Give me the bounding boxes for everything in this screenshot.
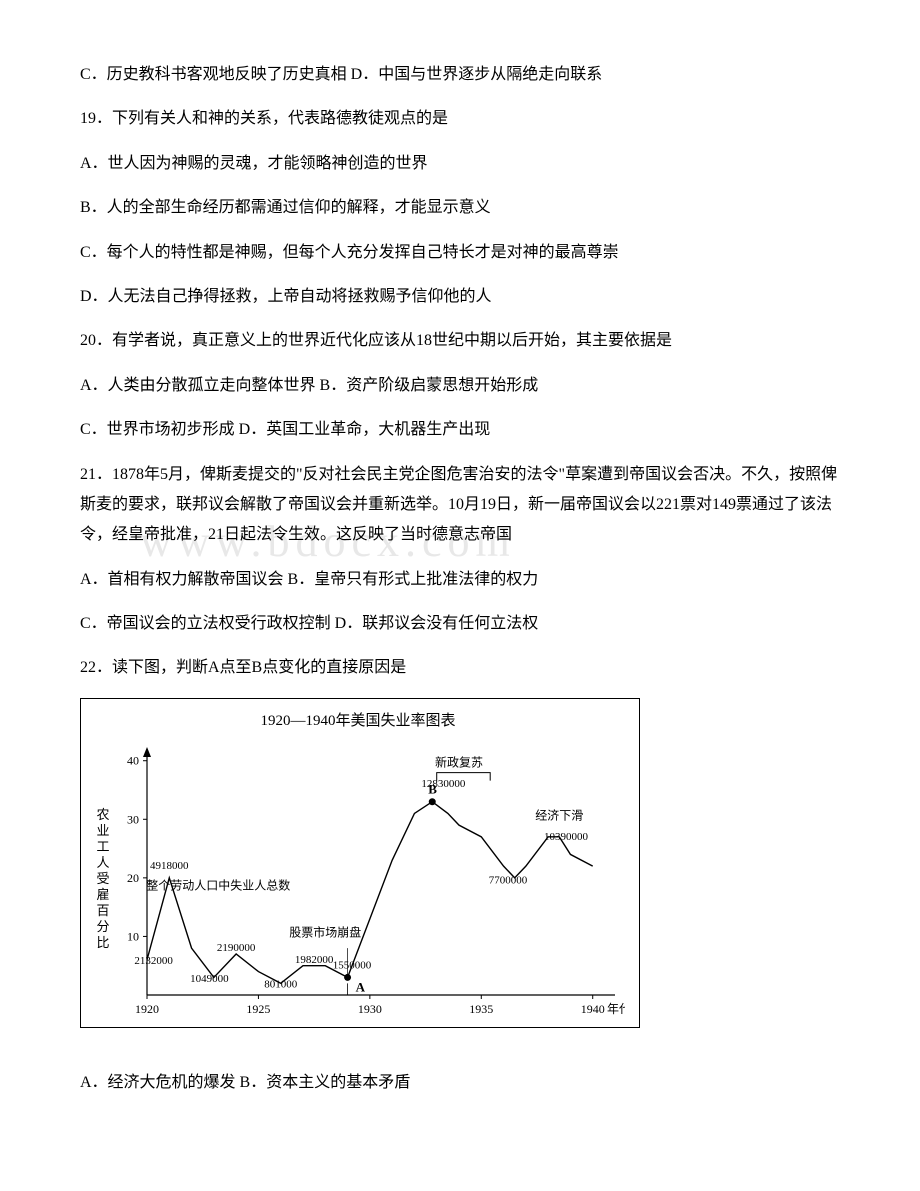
svg-text:1550000: 1550000 bbox=[333, 960, 372, 972]
q22-option-a: A．经济大危机的爆发 B．资本主义的基本矛盾 bbox=[80, 1068, 840, 1098]
svg-text:10390000: 10390000 bbox=[544, 831, 589, 843]
svg-text:股票市场崩盘: 股票市场崩盘 bbox=[289, 925, 361, 940]
svg-text:A: A bbox=[356, 980, 366, 995]
svg-text:人: 人 bbox=[96, 855, 109, 870]
svg-text:受: 受 bbox=[96, 871, 109, 886]
svg-text:7700000: 7700000 bbox=[489, 875, 528, 887]
svg-text:1935: 1935 bbox=[469, 1002, 493, 1016]
svg-text:1982000: 1982000 bbox=[295, 954, 334, 966]
chart-title: 1920—1940年美国失业率图表 bbox=[89, 707, 627, 736]
svg-text:10: 10 bbox=[127, 930, 139, 944]
unemployment-chart: 1920—1940年美国失业率图表 10 20 30 40 1920 1925 1930 19… bbox=[80, 698, 640, 1029]
svg-text:农: 农 bbox=[96, 807, 109, 822]
svg-text:1049000: 1049000 bbox=[190, 973, 229, 985]
svg-text:百: 百 bbox=[96, 903, 109, 918]
svg-text:801000: 801000 bbox=[264, 979, 298, 991]
svg-text:整个劳动人口中失业人总数: 整个劳动人口中失业人总数 bbox=[146, 878, 290, 893]
q21-options-ab: A．首相有权力解散帝国议会 B．皇帝只有形式上批准法律的权力 bbox=[80, 565, 840, 595]
q20-stem: 20．有学者说，真正意义上的世界近代化应该从18世纪中期以后开始，其主要依据是 bbox=[80, 326, 840, 356]
chart-svg: 10 20 30 40 1920 1925 1930 1935 1940年代 农业工人受雇百分比 A… bbox=[89, 739, 625, 1019]
q19-option-a: A．世人因为神赐的灵魂，才能领略神创造的世界 bbox=[80, 149, 840, 179]
svg-text:2190000: 2190000 bbox=[217, 942, 256, 954]
q19-option-b: B．人的全部生命经历都需通过信仰的解释，才能显示意义 bbox=[80, 193, 840, 223]
q22-stem: 22．读下图，判断A点至B点变化的直接原因是 bbox=[80, 653, 840, 683]
svg-text:1925: 1925 bbox=[246, 1002, 270, 1016]
svg-text:40: 40 bbox=[127, 754, 139, 768]
svg-text:比: 比 bbox=[96, 935, 109, 950]
svg-text:业: 业 bbox=[96, 823, 109, 838]
q21-stem: 21．1878年5月，俾斯麦提交的"反对社会民主党企图危害治安的法令"草案遭到帝… bbox=[80, 460, 840, 551]
q19-option-c: C．每个人的特性都是神赐，但每个人充分发挥自己特长才是对神的最高尊崇 bbox=[80, 238, 840, 268]
svg-text:4918000: 4918000 bbox=[150, 860, 189, 872]
svg-text:年代: 年代 bbox=[607, 1002, 625, 1016]
svg-text:1930: 1930 bbox=[358, 1002, 382, 1016]
svg-text:1920: 1920 bbox=[135, 1002, 159, 1016]
q18-options-cd: C．历史教科书客观地反映了历史真相 D．中国与世界逐步从隔绝走向联系 bbox=[80, 60, 840, 90]
svg-text:20: 20 bbox=[127, 871, 139, 885]
q19-stem: 19．下列有关人和神的关系，代表路德教徒观点的是 bbox=[80, 104, 840, 134]
q20-options-ab: A．人类由分散孤立走向整体世界 B．资产阶级启蒙思想开始形成 bbox=[80, 371, 840, 401]
svg-text:新政复苏: 新政复苏 bbox=[435, 755, 483, 770]
q20-options-cd: C．世界市场初步形成 D．英国工业革命，大机器生产出现 bbox=[80, 415, 840, 445]
q21-options-cd: C．帝国议会的立法权受行政权控制 D．联邦议会没有任何立法权 bbox=[80, 609, 840, 639]
svg-text:1940: 1940 bbox=[581, 1002, 605, 1016]
svg-text:30: 30 bbox=[127, 813, 139, 827]
svg-text:经济下滑: 经济下滑 bbox=[535, 808, 583, 823]
svg-text:雇: 雇 bbox=[96, 887, 109, 902]
svg-text:分: 分 bbox=[96, 919, 109, 934]
svg-text:2132000: 2132000 bbox=[134, 955, 173, 967]
q19-option-d: D．人无法自己挣得拯救，上帝自动将拯救赐予信仰他的人 bbox=[80, 282, 840, 312]
svg-text:12830000: 12830000 bbox=[421, 778, 466, 790]
svg-text:工: 工 bbox=[96, 839, 109, 854]
